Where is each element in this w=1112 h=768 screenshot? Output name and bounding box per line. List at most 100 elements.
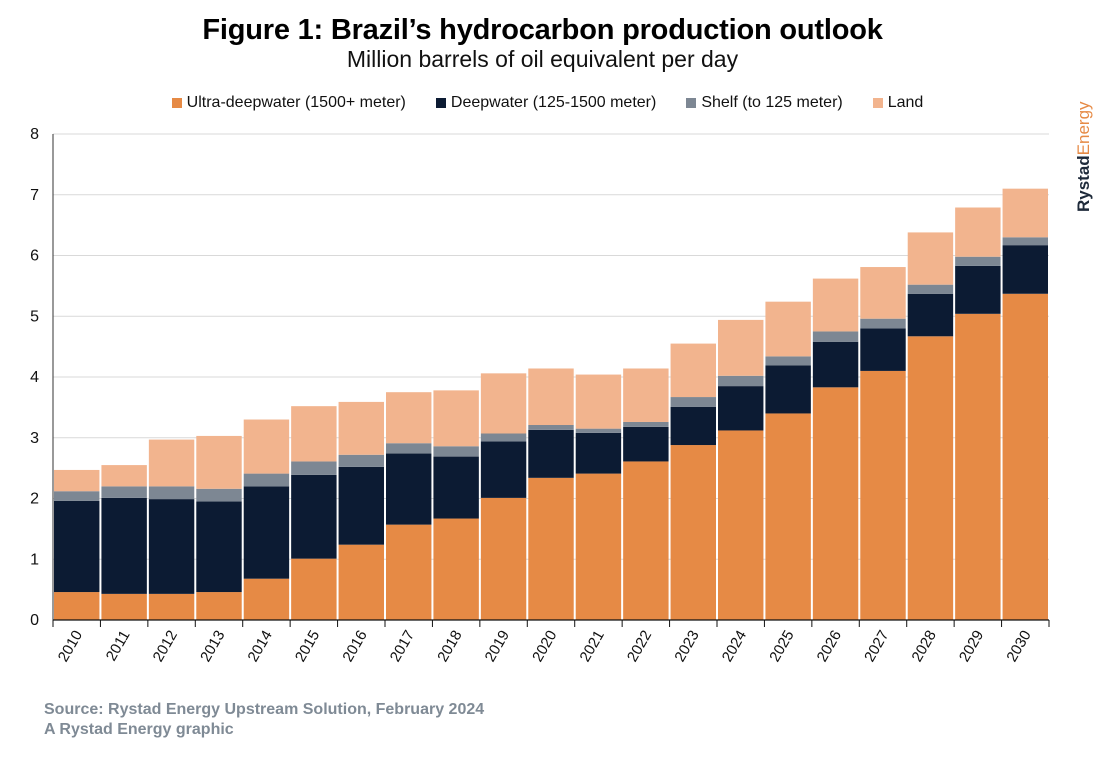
x-tick-label: 2029 [956, 628, 987, 665]
x-tick-label: 2015 [292, 628, 323, 665]
bar-2012-series-0 [148, 593, 195, 620]
bar-2026-series-0 [812, 387, 859, 620]
bar-2015-series-3 [291, 406, 337, 462]
bar-2017-series-1 [386, 453, 432, 525]
legend-swatch-shelf [686, 98, 697, 108]
x-tick-label: 2027 [861, 628, 892, 665]
bar-2016-series-2 [338, 454, 384, 467]
y-tick-label: 5 [30, 308, 39, 325]
x-tick-label: 2012 [150, 628, 181, 665]
bar-2022-series-1 [623, 426, 669, 462]
bar-2017-series-3 [386, 392, 432, 444]
bar-2023-series-1 [670, 406, 716, 446]
bar-2027-series-1 [860, 328, 906, 371]
x-tick-label: 2019 [482, 628, 513, 665]
legend-swatch-deepwater [435, 98, 446, 108]
bar-2023-series-2 [670, 397, 716, 407]
source-text: Source: Rystad Energy Upstream Solution,… [44, 701, 485, 718]
chart-subtitle: Million barrels of oil equivalent per da… [346, 46, 739, 72]
y-tick-label: 6 [30, 248, 39, 265]
svg-text:RystadEnergy: RystadEnergy [1074, 101, 1093, 212]
bar-2016-series-0 [338, 544, 384, 620]
bar-2022-series-0 [623, 461, 669, 620]
bar-2011-series-3 [101, 465, 147, 487]
bar-2026-series-1 [812, 341, 859, 388]
bar-2023-series-0 [670, 445, 716, 620]
x-tick-label: 2017 [387, 628, 418, 665]
bar-2027-series-2 [860, 318, 906, 329]
bar-2016-series-3 [338, 401, 384, 455]
bar-2015-series-2 [291, 461, 337, 475]
bar-2010-series-0 [54, 592, 100, 620]
bar-2030-series-1 [1002, 245, 1048, 294]
bar-2014-series-1 [243, 486, 290, 579]
bar-2016-series-1 [338, 466, 384, 545]
x-tick-label: 2020 [529, 628, 560, 665]
bar-2020-series-1 [528, 429, 574, 478]
x-tick-label: 2016 [339, 628, 370, 665]
bar-2018-series-3 [433, 390, 479, 447]
bar-2013-series-2 [196, 488, 242, 502]
bar-2021-series-0 [575, 473, 622, 620]
bar-2020-series-0 [528, 477, 574, 620]
bar-2013-series-1 [196, 501, 242, 593]
bar-2030-series-2 [1002, 237, 1048, 246]
bar-2014-series-3 [243, 419, 290, 474]
x-tick-label: 2014 [244, 628, 275, 665]
bar-2025-series-1 [765, 365, 811, 414]
bar-2021-series-2 [575, 428, 622, 433]
bar-2018-series-0 [433, 518, 479, 620]
legend-label-deepwater: Deepwater (125-1500 meter) [450, 94, 657, 111]
x-tick-label: 2011 [103, 628, 134, 664]
bar-2029-series-2 [955, 256, 1001, 266]
bar-2019-series-3 [480, 373, 527, 434]
credit-text: A Rystad Energy graphic [44, 721, 234, 738]
legend-swatch-ultra-deepwater [171, 98, 182, 108]
bar-2022-series-2 [623, 421, 669, 427]
bar-2011-series-0 [101, 593, 147, 620]
legend-item-ultra-deepwater: Ultra-deepwater (1500+ meter) [171, 94, 406, 112]
bar-2011-series-1 [101, 497, 147, 594]
bar-2017-series-0 [386, 524, 432, 620]
bar-2019-series-1 [480, 441, 527, 498]
bar-2030-series-3 [1002, 188, 1048, 238]
bar-2020-series-3 [528, 368, 574, 425]
bar-2025-series-2 [765, 356, 811, 366]
x-tick-label: 2030 [1003, 628, 1034, 665]
bar-2022-series-3 [623, 368, 669, 422]
source-note: Source: Rystad Energy Upstream Solution,… [44, 700, 484, 740]
y-tick-label: 1 [30, 551, 39, 568]
bar-2010-series-2 [54, 491, 100, 501]
y-tick-label: 3 [30, 430, 39, 447]
bar-2021-series-1 [575, 432, 622, 474]
chart-title: Figure 1: Brazil’s hydrocarbon productio… [202, 14, 883, 46]
bar-2028-series-1 [907, 293, 954, 337]
bar-2017-series-2 [386, 443, 432, 454]
bar-2010-series-3 [54, 469, 100, 492]
x-tick-label: 2025 [766, 628, 797, 665]
bar-2015-series-0 [291, 558, 337, 620]
legend-label-ultra-deepwater: Ultra-deepwater (1500+ meter) [186, 94, 406, 111]
x-tick-label: 2018 [434, 628, 465, 665]
x-tick-label: 2022 [624, 628, 655, 665]
bar-2025-series-0 [765, 413, 811, 620]
y-tick-label: 0 [30, 612, 39, 629]
bar-2012-series-2 [148, 486, 195, 500]
bar-2024-series-0 [718, 430, 764, 620]
x-tick-label: 2010 [55, 628, 86, 665]
x-tick-label: 2023 [671, 628, 702, 665]
bar-2026-series-2 [812, 331, 859, 342]
legend-item-deepwater: Deepwater (125-1500 meter) [435, 94, 657, 112]
x-tick-label: 2013 [197, 628, 228, 665]
legend-swatch-land [872, 98, 883, 108]
bar-2012-series-3 [148, 439, 195, 487]
bar-2019-series-0 [480, 497, 527, 620]
legend-label-shelf: Shelf (to 125 meter) [701, 94, 843, 111]
legend-label-land: Land [887, 94, 924, 111]
bar-2029-series-1 [955, 265, 1001, 314]
x-tick-label: 2026 [814, 628, 845, 665]
bar-2028-series-3 [907, 232, 954, 285]
bar-2018-series-2 [433, 446, 479, 457]
bar-2024-series-3 [718, 319, 764, 376]
